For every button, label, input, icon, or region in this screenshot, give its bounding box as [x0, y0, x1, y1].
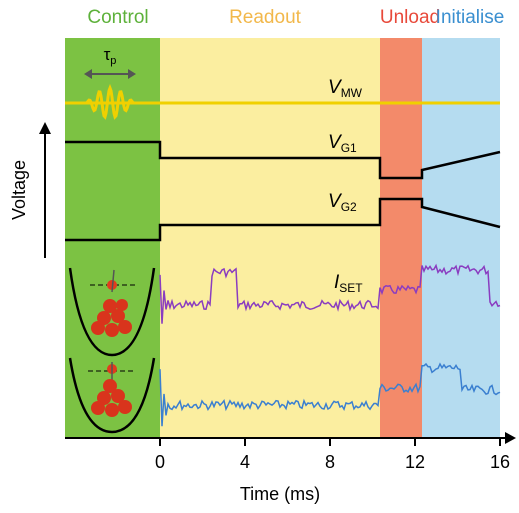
signal-symbol: I	[334, 272, 340, 293]
ticks: 0 4 8 12 16	[155, 438, 510, 472]
nucleus	[91, 299, 132, 337]
signal-symbol: V	[328, 191, 343, 212]
spin	[111, 269, 115, 293]
well	[68, 267, 156, 357]
tau-symbol: τ	[104, 45, 111, 64]
tick-label: 16	[490, 452, 510, 472]
signal-subscript: G2	[341, 200, 357, 214]
readout-region	[160, 38, 380, 438]
phase-label: Readout	[229, 7, 302, 28]
signal-symbol: V	[328, 77, 343, 98]
tick-label: 12	[405, 452, 425, 472]
signal-subscript: SET	[339, 281, 363, 295]
signal-subscript: MW	[341, 86, 363, 100]
voltage-arrowhead	[39, 122, 51, 134]
well	[68, 357, 156, 434]
tau-label: τp	[104, 45, 117, 66]
signal-label: VG2	[328, 191, 357, 214]
tick-label: 8	[325, 452, 335, 472]
y-axis-label: Voltage	[9, 160, 29, 220]
tau-subscript: p	[110, 55, 116, 67]
signal-label: ISET	[334, 272, 363, 295]
signal-symbol: V	[328, 132, 343, 153]
signal-label: VMW	[328, 77, 363, 100]
phase-label: Control	[87, 7, 148, 28]
signal-label: VG1	[328, 132, 357, 155]
vg1-line	[65, 140, 501, 180]
iset-trace-down	[159, 362, 501, 427]
phase-backgrounds	[65, 38, 500, 438]
tick-label: 0	[155, 452, 165, 472]
mw-burst	[85, 83, 135, 120]
vg2-line	[65, 197, 501, 242]
time-arrowhead	[505, 432, 516, 444]
x-axis-label: Time (ms)	[240, 484, 320, 504]
iset-trace-up	[159, 263, 501, 324]
phase-label: Initialise	[436, 7, 505, 28]
well-spin-up	[68, 267, 156, 357]
initialise-region	[422, 38, 500, 438]
unload-region	[380, 38, 422, 438]
nucleus	[91, 379, 132, 417]
well-spin-down	[68, 357, 156, 434]
tick-label: 4	[240, 452, 250, 472]
phase-label: Unload	[380, 7, 440, 28]
signal-subscript: G1	[341, 141, 357, 155]
